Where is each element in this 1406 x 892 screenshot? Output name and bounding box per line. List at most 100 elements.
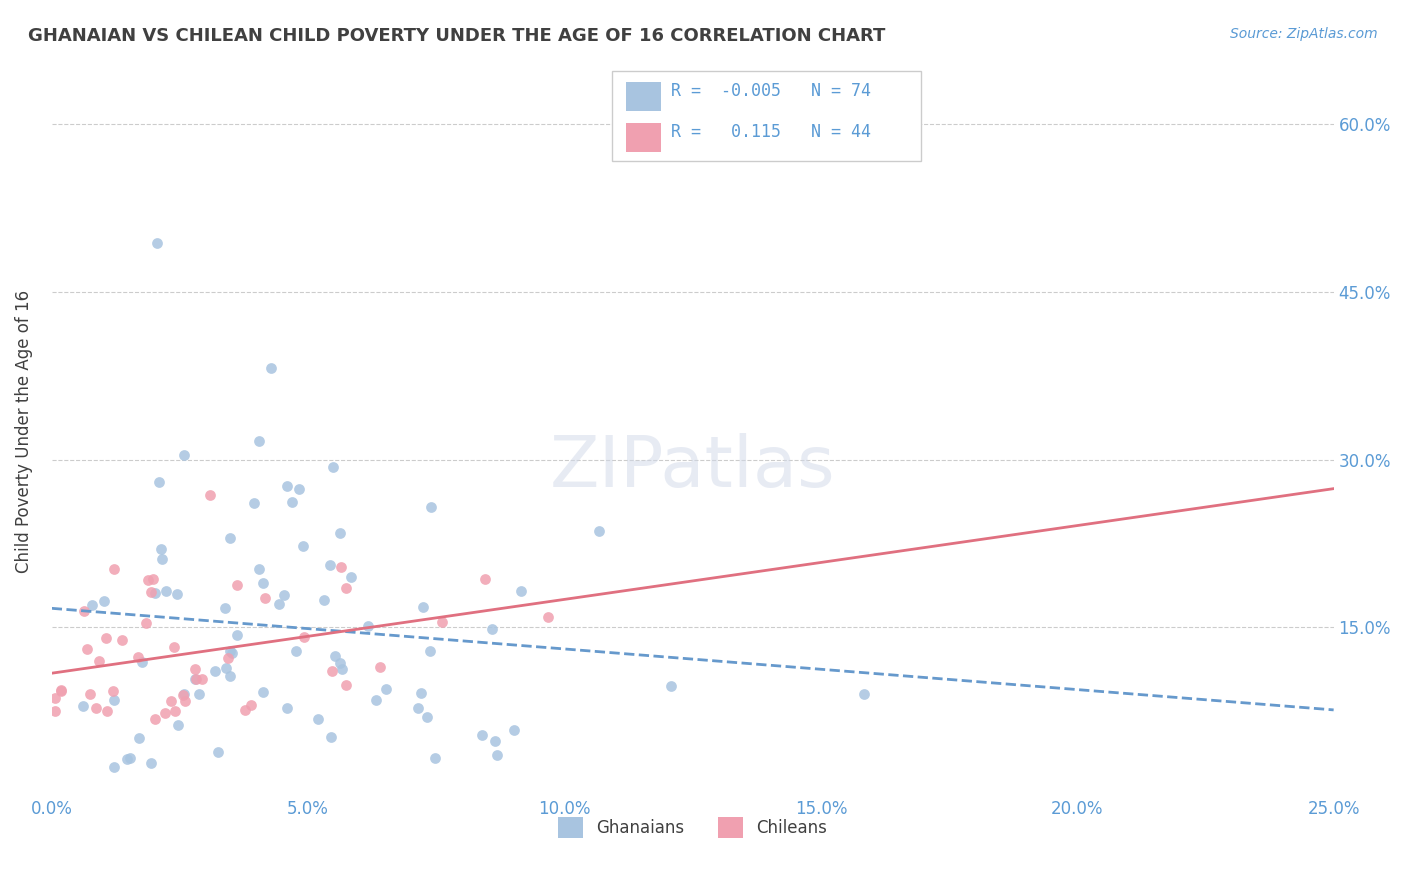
Text: GHANAIAN VS CHILEAN CHILD POVERTY UNDER THE AGE OF 16 CORRELATION CHART: GHANAIAN VS CHILEAN CHILD POVERTY UNDER … [28,27,886,45]
Point [204,664,226,678]
Point [148,475,170,489]
Point [80,598,103,612]
Point [184,662,207,676]
Point [84,700,107,714]
Point [432,615,454,630]
Point [470,728,492,742]
Point [329,526,352,541]
Point [79,688,101,702]
Point [409,686,432,700]
Point [321,664,343,678]
Point [276,701,298,715]
Legend: Ghanaians, Chileans: Ghanaians, Chileans [551,811,834,845]
Point [101,683,124,698]
Point [425,750,447,764]
Point [253,591,276,606]
Text: R =  -0.005   N = 74: R = -0.005 N = 74 [671,82,870,100]
Point [146,235,169,250]
Point [166,587,188,601]
Point [276,479,298,493]
Point [143,712,166,726]
Point [152,552,174,566]
Point [243,496,266,510]
Point [207,745,229,759]
Point [252,575,274,590]
Point [184,672,207,686]
Point [141,585,163,599]
Point [853,687,876,701]
Point [273,588,295,602]
Point [659,679,682,693]
Point [412,600,434,615]
Point [127,649,149,664]
Point [76,641,98,656]
Point [330,662,353,676]
Point [215,661,238,675]
Point [239,698,262,713]
Point [285,644,308,658]
Point [420,500,443,515]
Point [44,691,66,706]
Point [485,748,508,763]
Point [247,562,270,576]
Point [150,542,173,557]
Point [163,704,186,718]
Point [319,731,342,745]
Point [173,687,195,701]
Point [163,640,186,655]
Point [291,539,314,553]
Point [44,704,66,718]
Point [481,622,503,636]
Point [219,669,242,683]
Point [135,616,157,631]
Point [408,700,430,714]
Point [115,752,138,766]
Point [184,673,207,687]
Point [49,683,72,698]
Point [155,583,177,598]
Point [198,488,221,502]
Point [139,756,162,770]
Point [267,597,290,611]
Text: Source: ZipAtlas.com: Source: ZipAtlas.com [1230,27,1378,41]
Point [288,482,311,496]
Point [111,633,134,648]
Point [356,619,378,633]
Point [319,558,342,573]
Point [136,573,159,587]
Point [307,712,329,726]
Point [474,572,496,586]
Point [103,759,125,773]
Point [143,586,166,600]
Point [588,524,610,539]
Point [340,570,363,584]
Point [416,710,439,724]
Point [374,681,396,696]
Point [131,655,153,669]
Point [292,630,315,644]
Point [191,673,214,687]
Point [335,581,357,595]
Point [118,751,141,765]
Point [103,562,125,576]
Text: R =   0.115   N = 44: R = 0.115 N = 44 [671,123,870,141]
Point [329,657,352,671]
Point [330,559,353,574]
Point [93,594,115,608]
Point [219,644,242,658]
Point [323,648,346,663]
Point [503,723,526,737]
Point [142,572,165,586]
Y-axis label: Child Poverty Under the Age of 16: Child Poverty Under the Age of 16 [15,290,32,574]
Point [314,593,336,607]
Point [217,651,239,665]
Point [173,448,195,462]
Point [484,733,506,747]
Point [281,494,304,508]
Point [167,718,190,732]
Point [87,654,110,668]
Point [49,684,72,698]
Point [221,646,243,660]
Point [225,628,247,642]
Point [368,659,391,673]
